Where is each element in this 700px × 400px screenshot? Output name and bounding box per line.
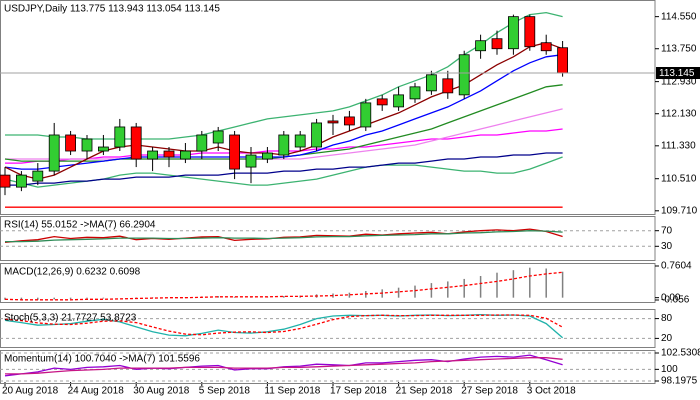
candle-body [229,134,241,170]
candle-body [524,16,536,48]
current-price-label: 113.145 [659,68,695,79]
y-tick-label: 70 [661,225,673,236]
candle-body [393,94,405,108]
line-series [4,313,564,339]
candle-body [147,150,159,160]
candle-body [65,134,76,152]
y-tick-label: 100 [661,364,678,375]
y-tick-label: 113.750 [661,43,697,54]
y-tick-label: 109.710 [661,205,698,216]
line-series [4,314,563,336]
y-tick-label: 110.510 [661,173,697,184]
x-tick-label: 17 Sep 2018 [330,386,387,397]
candle-body [409,86,421,100]
panel-frame [0,309,656,348]
candle-body [163,150,175,158]
y-tick-label: 111.330 [661,140,696,151]
x-tick-label: 30 Aug 2018 [133,386,190,397]
line-series [4,271,563,301]
candle-body [179,150,191,160]
line-series [5,11,563,140]
candle-body [130,126,142,160]
y-tick-label: 98.1975 [661,376,698,387]
candle-body [294,134,306,148]
candle-body [475,40,487,52]
panel-frame [0,350,656,384]
x-tick-label: 3 Oct 2018 [527,386,576,397]
panel-title: Stoch(5,3,3) 21.7727 53.8723 [4,313,137,324]
line-series [5,152,563,186]
y-tick-label: 30 [661,241,673,252]
y-tick-label: -0.056 [661,295,690,306]
candle-body [491,38,503,50]
y-tick-label: 0.7604 [661,261,692,272]
candle-body [212,130,224,144]
panel-frame [0,263,656,303]
candle-body [114,126,126,148]
candle-body [0,174,11,188]
candle-body [442,78,454,94]
candle-body [261,152,273,160]
candle-body [425,74,437,92]
candle-body [278,134,290,156]
candle-body [360,102,372,128]
candle-body [32,170,44,182]
candle-body [98,146,109,152]
panel-frame [0,0,656,215]
y-tick-label: 112.130 [661,108,697,119]
candle-body [15,174,27,188]
candle-body [458,54,470,96]
candle-body [311,122,323,148]
candle-body [540,42,552,52]
candle-body [245,154,257,168]
line-series [4,228,563,244]
candle-body [343,116,355,126]
y-tick-label: 0.00 [661,292,681,303]
x-tick-label: 20 Aug 2018 [2,386,59,397]
panel-frame [0,216,656,261]
x-tick-label: 11 Sep 2018 [264,386,320,397]
current-price-box [656,67,700,80]
candle-body [196,134,208,152]
panel-title: RSI(14) 55.0152 ->MA(7) 66.2904 [4,220,156,231]
y-tick-label: 114.550 [661,11,697,22]
panel-title: Momentum(14) 100.7040 ->MA(7) 101.5596 [4,354,200,365]
candle-body [327,120,339,124]
x-tick-label: 24 Aug 2018 [68,386,125,397]
x-tick-label: 5 Sep 2018 [199,386,251,397]
candle-body [376,98,388,106]
panel-title: USDJPY,Daily 113.775 113.943 113.054 113… [4,4,220,15]
y-tick-label: 102.5308 [661,348,700,359]
candle-body [48,134,60,172]
x-tick-label: 21 Sep 2018 [396,386,453,397]
line-series [5,230,563,243]
candle-body [507,16,519,50]
panel-title: MACD(12,26,9) 0.6232 0.6098 [4,267,141,278]
candle-body [81,138,93,152]
line-series [5,357,563,375]
candle-body [557,47,568,74]
x-tick-label: 27 Sep 2018 [461,386,518,397]
y-tick-label: 80 [661,313,673,324]
y-tick-label: 20 [661,333,673,344]
y-tick-label: 112.930 [661,76,697,87]
